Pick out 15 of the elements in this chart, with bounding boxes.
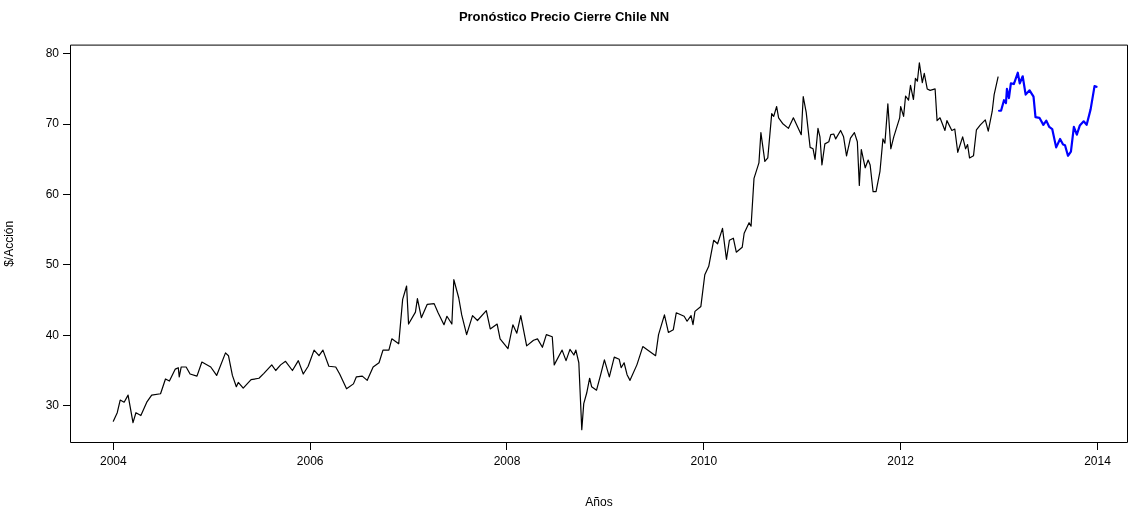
x-tick-label: 2006	[296, 453, 324, 468]
x-tick-label: 2010	[690, 453, 718, 468]
x-axis-title: Años	[585, 495, 613, 510]
y-tick-label: 40	[45, 327, 60, 342]
y-axis-title: $/Acción	[1, 220, 16, 267]
y-tick-label: 30	[45, 398, 60, 413]
x-tick-label: 2012	[887, 453, 915, 468]
y-tick-label: 50	[45, 257, 60, 272]
x-tick-label: 2014	[1084, 453, 1112, 468]
chart-title: Pronóstico Precio Cierre Chile NN	[458, 9, 670, 25]
x-tick-label: 2004	[99, 453, 127, 468]
x-tick-label: 2008	[493, 453, 521, 468]
y-tick-label: 60	[45, 186, 60, 201]
y-tick-label: 80	[45, 46, 60, 61]
y-tick-label: 70	[45, 116, 60, 131]
